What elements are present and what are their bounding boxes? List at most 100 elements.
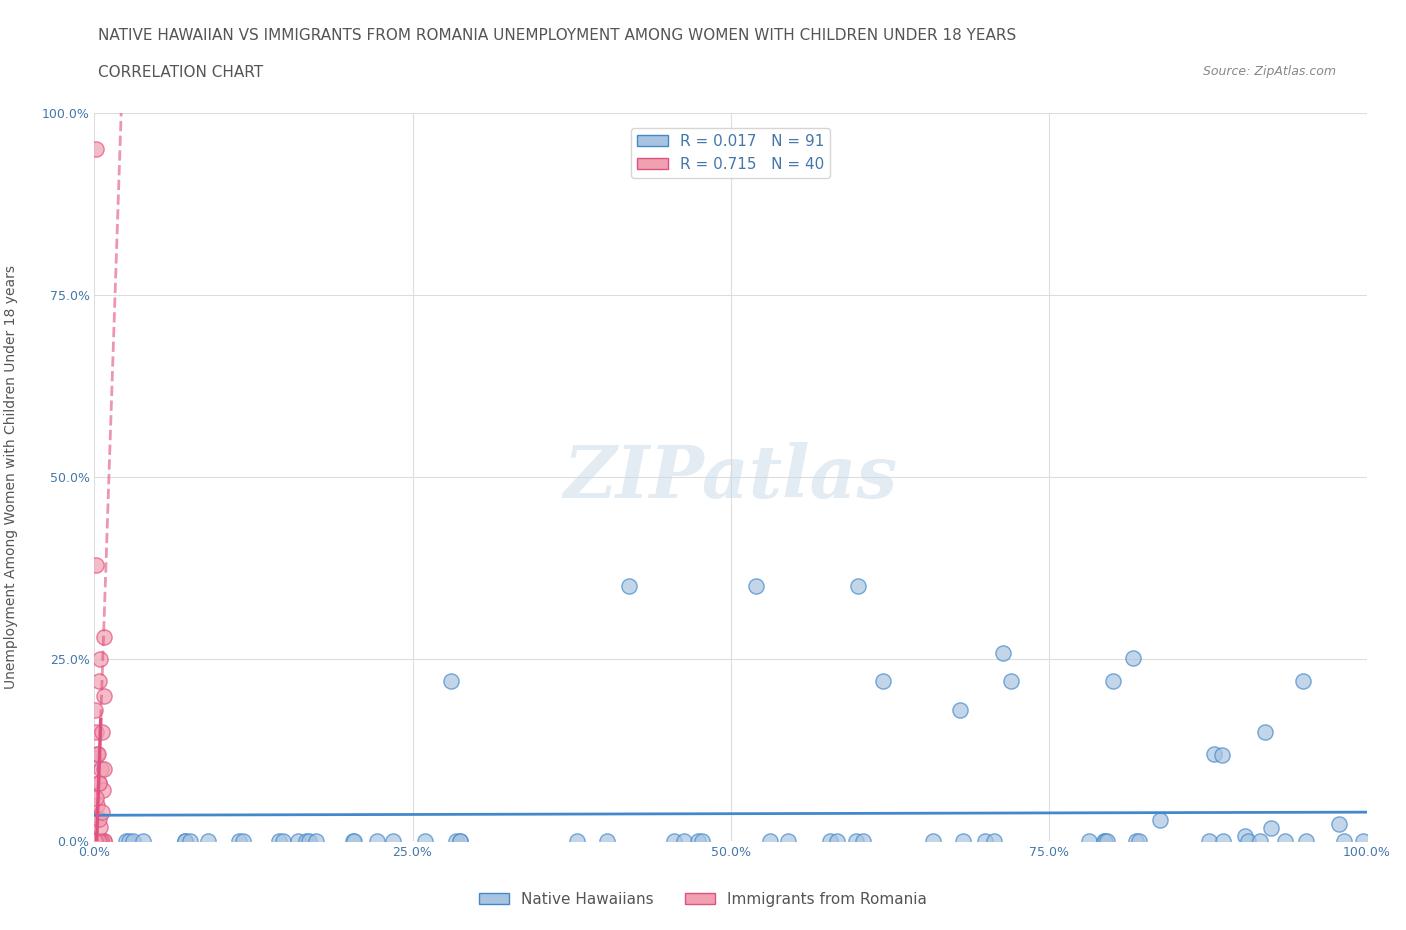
Point	[86, 798, 108, 813]
Point	[84, 557, 107, 572]
Point	[449, 834, 471, 849]
Point	[87, 747, 110, 762]
Point	[84, 834, 107, 849]
Point	[1094, 834, 1116, 849]
Point	[86, 834, 108, 849]
Point	[93, 761, 115, 776]
Point	[1295, 834, 1317, 849]
Point	[91, 783, 114, 798]
Point	[83, 834, 105, 849]
Point	[83, 834, 105, 849]
Point	[1353, 834, 1375, 849]
Point	[83, 834, 105, 849]
Text: ZIPatlas: ZIPatlas	[564, 442, 898, 512]
Point	[90, 834, 112, 849]
Point	[232, 834, 254, 849]
Point	[1122, 651, 1144, 666]
Point	[852, 834, 875, 849]
Point	[1092, 834, 1115, 849]
Point	[952, 834, 974, 849]
Point	[1292, 673, 1315, 688]
Point	[87, 673, 110, 688]
Point	[118, 834, 141, 849]
Point	[89, 652, 111, 667]
Point	[1249, 834, 1271, 849]
Point	[83, 834, 105, 849]
Point	[87, 834, 110, 849]
Point	[1000, 673, 1022, 688]
Point	[91, 804, 114, 819]
Point	[342, 834, 364, 849]
Point	[1101, 673, 1123, 688]
Point	[1254, 724, 1277, 739]
Point	[87, 834, 110, 849]
Legend: Native Hawaiians, Immigrants from Romania: Native Hawaiians, Immigrants from Romani…	[472, 886, 934, 913]
Point	[83, 834, 105, 849]
Point	[1204, 747, 1226, 762]
Point	[86, 747, 108, 762]
Point	[993, 645, 1015, 660]
Point	[1128, 834, 1150, 849]
Point	[197, 834, 219, 849]
Point	[846, 579, 869, 594]
Point	[84, 834, 107, 849]
Point	[89, 761, 111, 776]
Point	[974, 834, 997, 849]
Point	[298, 834, 321, 849]
Point	[1234, 829, 1257, 844]
Point	[83, 834, 105, 849]
Point	[366, 834, 388, 849]
Point	[84, 703, 107, 718]
Point	[83, 834, 105, 849]
Point	[84, 724, 107, 739]
Point	[617, 579, 640, 594]
Point	[818, 834, 841, 849]
Point	[87, 834, 110, 849]
Point	[83, 834, 105, 849]
Point	[672, 834, 695, 849]
Point	[93, 834, 115, 849]
Point	[1211, 748, 1233, 763]
Point	[778, 834, 800, 849]
Point	[690, 834, 713, 849]
Point	[415, 834, 437, 849]
Point	[759, 834, 782, 849]
Point	[132, 834, 155, 849]
Point	[922, 834, 945, 849]
Point	[83, 834, 105, 849]
Point	[87, 834, 110, 849]
Point	[267, 834, 290, 849]
Point	[89, 776, 111, 790]
Point	[1212, 834, 1234, 849]
Point	[87, 834, 110, 849]
Point	[1078, 834, 1101, 849]
Point	[84, 790, 107, 805]
Point	[1095, 834, 1118, 849]
Point	[84, 834, 107, 849]
Point	[174, 834, 197, 849]
Point	[1198, 834, 1220, 849]
Point	[567, 834, 589, 849]
Point	[1333, 834, 1355, 849]
Point	[84, 812, 107, 827]
Point	[343, 834, 366, 849]
Point	[87, 776, 110, 790]
Point	[381, 834, 404, 849]
Point	[83, 834, 105, 849]
Point	[1274, 834, 1296, 849]
Point	[89, 819, 111, 834]
Point	[84, 142, 107, 157]
Point	[83, 834, 105, 849]
Text: Source: ZipAtlas.com: Source: ZipAtlas.com	[1202, 65, 1336, 78]
Text: CORRELATION CHART: CORRELATION CHART	[98, 65, 263, 80]
Point	[1260, 820, 1282, 835]
Point	[83, 834, 105, 849]
Point	[87, 834, 110, 849]
Point	[179, 834, 201, 849]
Point	[93, 688, 115, 703]
Point	[845, 834, 868, 849]
Point	[1149, 813, 1171, 828]
Point	[745, 579, 768, 594]
Legend: R = 0.017   N = 91, R = 0.715   N = 40: R = 0.017 N = 91, R = 0.715 N = 40	[631, 128, 831, 178]
Point	[825, 834, 848, 849]
